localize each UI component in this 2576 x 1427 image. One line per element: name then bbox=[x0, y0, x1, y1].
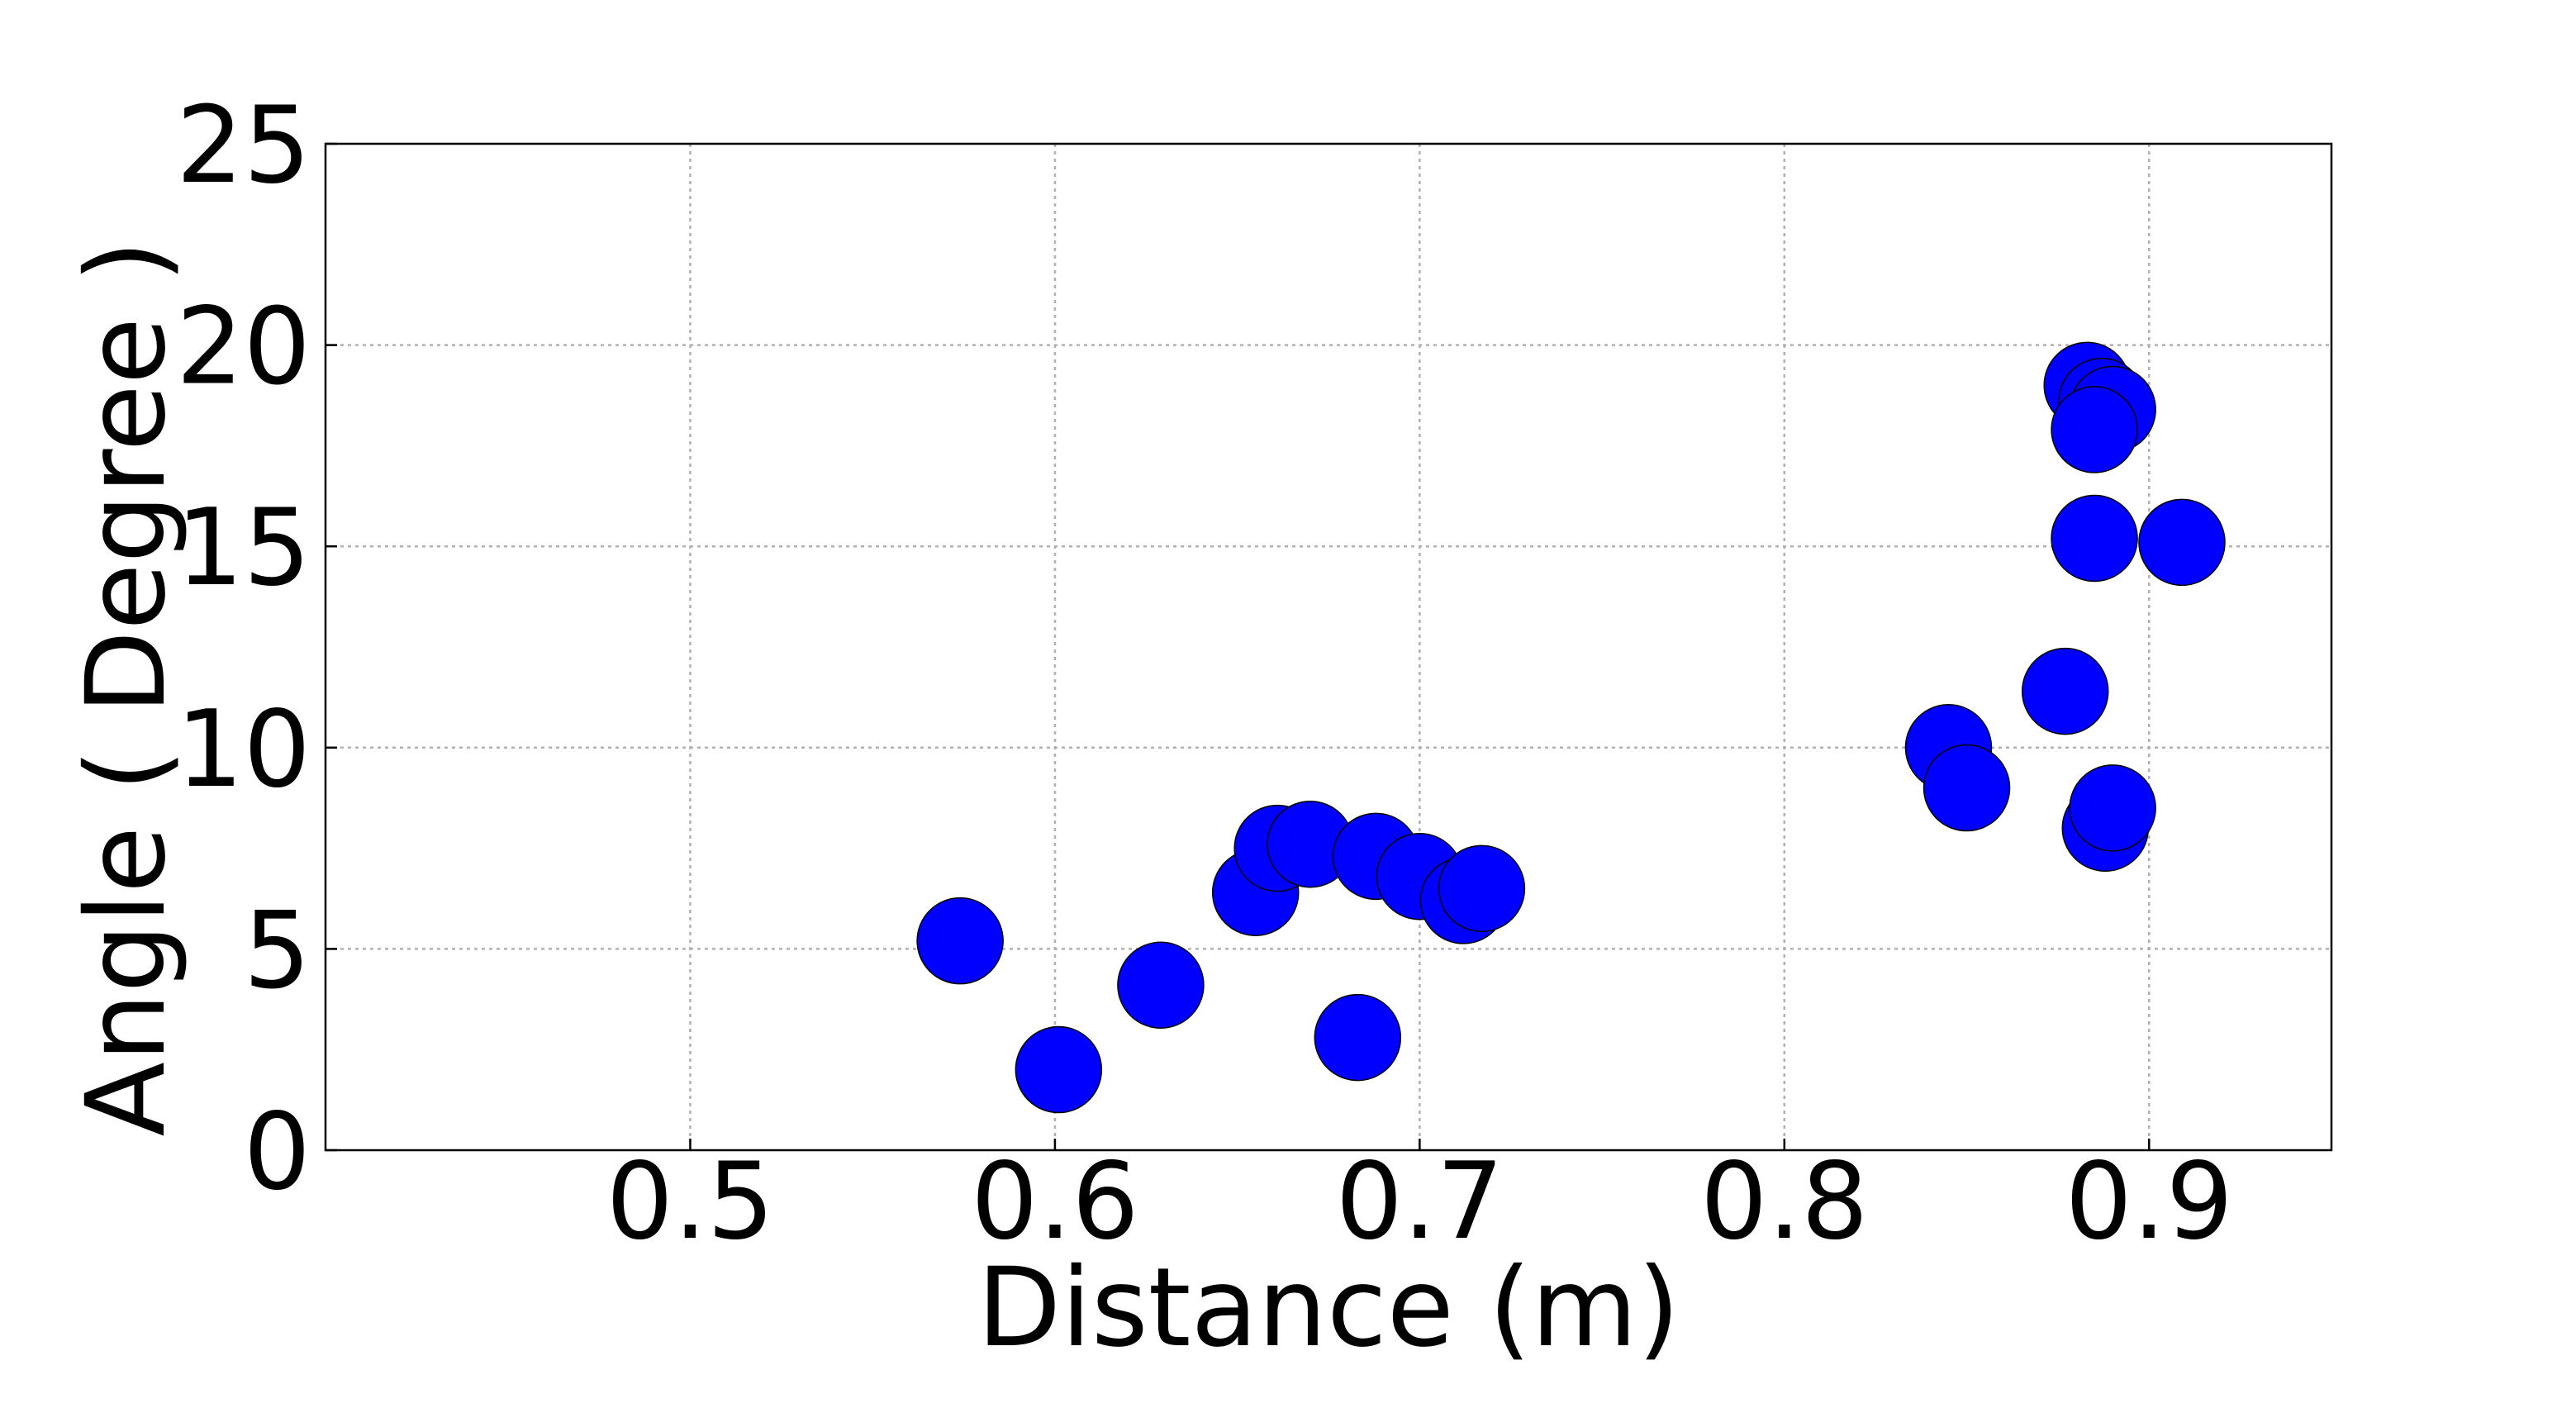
x-tick-label: 0.6 bbox=[971, 1140, 1139, 1263]
scatter-point bbox=[2051, 494, 2138, 583]
y-axis-title: Angle ( Degree ) bbox=[63, 240, 190, 1137]
scatter-point bbox=[2021, 647, 2109, 735]
scatter-point bbox=[2069, 764, 2156, 852]
x-tick-label: 0.9 bbox=[2065, 1140, 2233, 1263]
y-axis-ticks: 0 5 10 15 20 25 bbox=[176, 84, 337, 1214]
scatter-point bbox=[1015, 1025, 1103, 1114]
y-tick-label: 10 bbox=[176, 688, 311, 811]
x-tick-label: 0.7 bbox=[1336, 1140, 1504, 1263]
scatter-point bbox=[1922, 744, 2011, 832]
scatter-points bbox=[916, 341, 2226, 1114]
y-tick-label: 5 bbox=[244, 889, 311, 1012]
scatter-point bbox=[916, 897, 1004, 985]
x-axis-ticks: 0.5 0.6 0.7 0.8 0.9 bbox=[606, 1139, 2233, 1263]
plot-area-frame bbox=[324, 142, 2333, 1152]
scatter-point bbox=[1117, 941, 1205, 1029]
x-tick-label: 0.8 bbox=[1700, 1140, 1869, 1263]
y-tick-label: 20 bbox=[176, 286, 311, 409]
grid-lines bbox=[326, 144, 2331, 1150]
scatter-point bbox=[2138, 498, 2226, 587]
scatter-point bbox=[1438, 844, 1526, 933]
y-tick-label: 25 bbox=[176, 84, 311, 207]
x-axis-title: Distance (m) bbox=[977, 1244, 1680, 1372]
scatter-point bbox=[1314, 993, 1402, 1082]
x-tick-label: 0.5 bbox=[606, 1140, 775, 1263]
y-tick-label: 0 bbox=[244, 1091, 311, 1214]
y-tick-label: 15 bbox=[176, 487, 311, 610]
scatter-point bbox=[2051, 386, 2138, 473]
